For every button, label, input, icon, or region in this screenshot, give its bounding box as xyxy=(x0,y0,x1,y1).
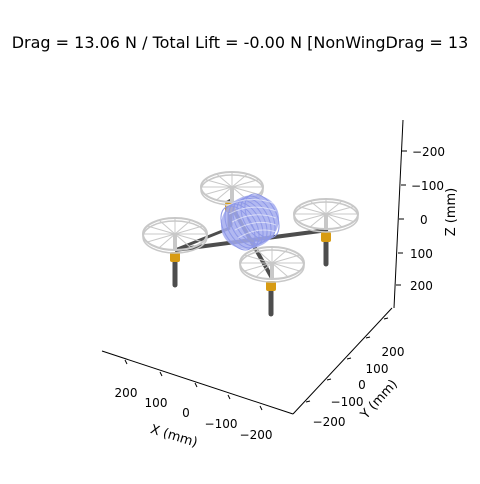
z-tick-label: −200 xyxy=(412,145,445,159)
z-tick-label: 200 xyxy=(410,279,433,293)
motor xyxy=(321,232,331,242)
x-tick-label: 100 xyxy=(145,396,168,410)
y-tick-label: −200 xyxy=(313,415,346,429)
x-tick-label: 200 xyxy=(115,386,138,400)
plot-title: Drag = 13.06 N / Total Lift = -0.00 N [N… xyxy=(0,33,480,52)
x-axis-line xyxy=(102,351,293,414)
z-tick-label: 100 xyxy=(410,247,433,261)
x-tick-label: −200 xyxy=(240,428,273,442)
y-ticks xyxy=(306,318,388,402)
x-tick-label: 0 xyxy=(182,406,190,420)
z-tick-label: 0 xyxy=(420,213,428,227)
drone-model xyxy=(143,172,358,314)
y-tick-label: 0 xyxy=(358,378,366,392)
x-axis-label: X (mm) xyxy=(148,422,199,451)
y-tick-label: −100 xyxy=(331,395,364,409)
z-axis-label: Z (mm) xyxy=(444,188,459,237)
z-ticks xyxy=(396,151,407,285)
y-tick-label: 100 xyxy=(366,362,389,376)
z-tick-label: −100 xyxy=(411,179,444,193)
y-tick-label: 200 xyxy=(382,345,405,359)
x-tick-label: −100 xyxy=(205,417,238,431)
z-axis-line xyxy=(394,120,403,308)
